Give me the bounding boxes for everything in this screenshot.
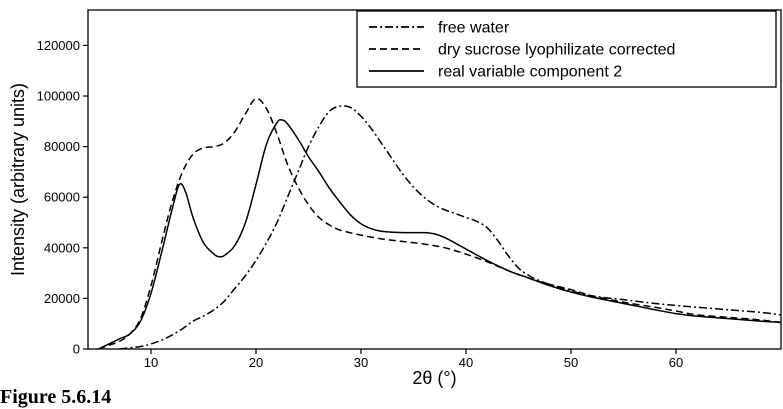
y-tick-label: 0 bbox=[73, 342, 80, 357]
y-tick-label: 40000 bbox=[44, 240, 80, 255]
x-tick-label: 60 bbox=[669, 355, 683, 370]
legend-box bbox=[356, 10, 777, 88]
series-line-0 bbox=[119, 105, 781, 349]
plot-frame bbox=[87, 9, 782, 350]
lines-layer bbox=[98, 97, 781, 349]
x-tick-label: 40 bbox=[459, 355, 473, 370]
y-tick-label: 60000 bbox=[44, 190, 80, 205]
figure-caption: Figure 5.6.14 bbox=[0, 386, 112, 408]
legend-label-1: dry sucrose lyophilizate corrected bbox=[438, 42, 675, 59]
y-tick-label: 80000 bbox=[44, 139, 80, 154]
y-tick-label: 100000 bbox=[37, 89, 80, 104]
x-tick-label: 20 bbox=[249, 355, 263, 370]
legend: free water dry sucrose lyophilizate corre… bbox=[356, 10, 777, 88]
x-tick-label: 30 bbox=[354, 355, 368, 370]
series-line-1 bbox=[98, 97, 781, 349]
y-axis-label: Intensity (arbitrary units) bbox=[8, 83, 28, 276]
x-axis-label: 2θ (°) bbox=[412, 368, 456, 388]
x-tick-label: 10 bbox=[144, 355, 158, 370]
y-tick-label: 20000 bbox=[44, 291, 80, 306]
series-line-2 bbox=[98, 118, 781, 349]
ticks-layer: 10 20 30 40 50 60 0 20000 40000 60000 80000 100000 1… bbox=[37, 38, 684, 370]
y-tick-label: 120000 bbox=[37, 38, 80, 53]
legend-label-2: real variable component 2 bbox=[438, 64, 622, 81]
x-tick-label: 50 bbox=[564, 355, 578, 370]
legend-label-0: free water bbox=[438, 20, 510, 37]
